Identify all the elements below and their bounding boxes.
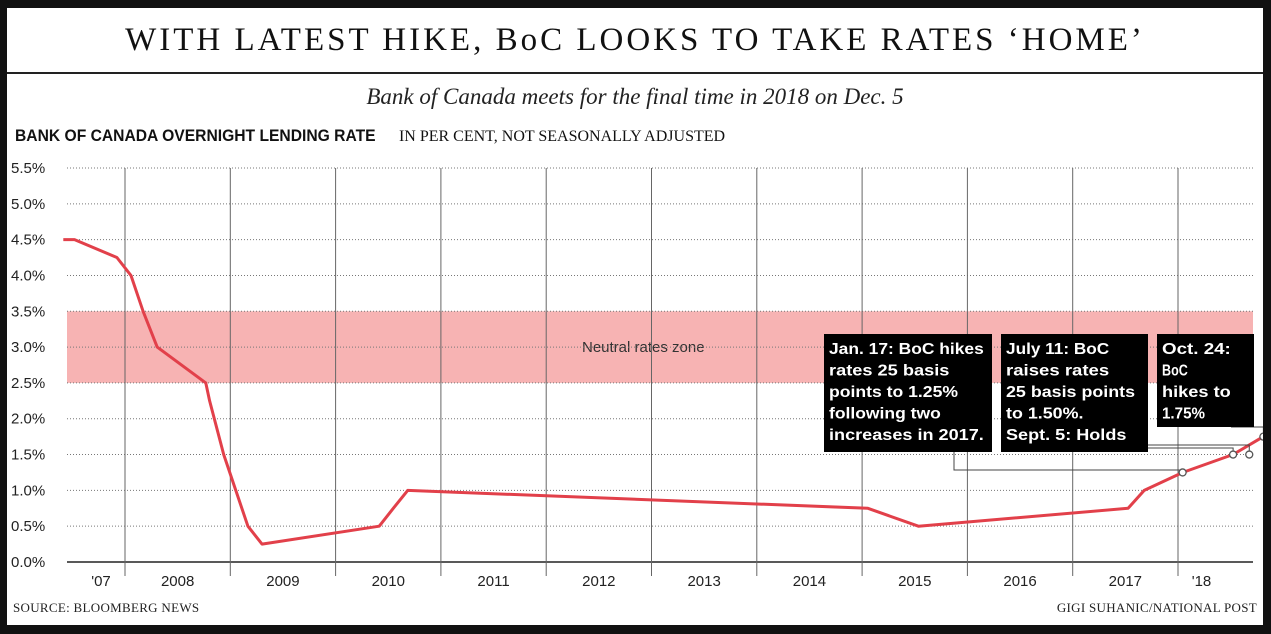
x-tick-label: 2009 bbox=[266, 573, 299, 590]
y-tick-label: 3.0% bbox=[11, 339, 45, 356]
annotation-line: increases in 2017. bbox=[829, 427, 984, 444]
y-axis: 0.0% 0.5% 1.0% 1.5% 2.0% 2.5% 3.0% 3.5% 4.0% 4.5%… bbox=[11, 160, 45, 571]
annotation-line: rates 25 basis bbox=[829, 363, 950, 380]
annotation-line: July 11: BoC bbox=[1006, 341, 1110, 358]
rate-marker bbox=[1178, 468, 1187, 477]
x-tick-label: '18 bbox=[1192, 573, 1212, 590]
series-heading: BANK OF CANADA OVERNIGHT LENDING RATE bbox=[15, 126, 376, 145]
annotation-line: 1.75% bbox=[1162, 406, 1205, 423]
credit-note: GIGI SUHANIC/NATIONAL POST bbox=[1056, 600, 1257, 615]
line-chart: Neutral rates zone 0.0%0.5%1.0%1.5%2.0%2… bbox=[11, 160, 1263, 590]
annotation-line: Sept. 5: Holds bbox=[1006, 427, 1127, 444]
x-tick-label: 2017 bbox=[1109, 573, 1142, 590]
annotation-line: raises rates bbox=[1006, 363, 1109, 380]
x-tick-label: 2013 bbox=[687, 573, 720, 590]
y-tick-label: 5.5% bbox=[11, 160, 45, 177]
x-axis: '07 2008 2009 2010 2011 2012 2013 2014 2015 2016 2… bbox=[91, 573, 1211, 590]
x-tick-label: '07 bbox=[91, 573, 111, 590]
annotation-line: 25 basis points bbox=[1006, 384, 1135, 401]
y-tick-label: 0.5% bbox=[11, 518, 45, 535]
y-tick-label: 1.5% bbox=[11, 447, 45, 464]
source-note: SOURCE: BLOOMBERG NEWS bbox=[13, 600, 200, 615]
leader-jul11 bbox=[1148, 447, 1234, 451]
annotation-line: points to 1.25% bbox=[829, 384, 958, 401]
annotation-box bbox=[1001, 334, 1148, 452]
chart-frame: WITH LATEST HIKE, BoC LOOKS TO TAKE RATE… bbox=[7, 8, 1263, 625]
chart-title: WITH LATEST HIKE, BoC LOOKS TO TAKE RATE… bbox=[125, 22, 1145, 58]
annotation-box bbox=[824, 334, 992, 452]
y-tick-label: 4.0% bbox=[11, 267, 45, 284]
y-tick-label: 3.5% bbox=[11, 303, 45, 320]
marker-layer bbox=[1178, 432, 1263, 477]
rate-line bbox=[63, 238, 1263, 546]
chart-heading: BANK OF CANADA OVERNIGHT LENDING RATE IN… bbox=[15, 126, 725, 146]
series-layer bbox=[63, 238, 1263, 546]
y-tick-label: 4.5% bbox=[11, 232, 45, 249]
rate-marker bbox=[1228, 450, 1238, 459]
x-tick-label: 2015 bbox=[898, 573, 931, 590]
annotation-line: hikes to bbox=[1162, 384, 1231, 401]
y-tick-label: 2.0% bbox=[11, 411, 45, 428]
annotation-layer: Jan. 17: BoC hikes rates 25 basis points t… bbox=[824, 334, 1254, 452]
annotation-line: BoC bbox=[1162, 363, 1188, 380]
title-divider bbox=[7, 72, 1263, 74]
annotation-line: Jan. 17: BoC hikes bbox=[829, 341, 984, 358]
x-tick-label: 2016 bbox=[1003, 573, 1036, 590]
x-tick-label: 2012 bbox=[582, 573, 615, 590]
annotation-line: to 1.50%. bbox=[1006, 406, 1083, 423]
y-tick-label: 2.5% bbox=[11, 375, 45, 392]
leader-oct24 bbox=[1231, 426, 1263, 433]
y-tick-label: 1.0% bbox=[11, 482, 45, 499]
y-tick-label: 0.0% bbox=[11, 554, 45, 571]
chart-subtitle: Bank of Canada meets for the final time … bbox=[366, 84, 904, 109]
x-tick-label: 2011 bbox=[477, 573, 509, 590]
rate-marker bbox=[1245, 450, 1254, 459]
leader-sept5 bbox=[1148, 444, 1250, 451]
annotation-line: Oct. 24: bbox=[1162, 341, 1231, 358]
annotation-box bbox=[1157, 334, 1254, 427]
y-tick-label: 5.0% bbox=[11, 196, 45, 213]
x-tick-label: 2014 bbox=[793, 573, 826, 590]
annotation-line: following two bbox=[829, 406, 941, 423]
x-tick-label: 2010 bbox=[372, 573, 405, 590]
x-tick-label: 2008 bbox=[161, 573, 194, 590]
rate-marker bbox=[1259, 432, 1263, 441]
unit-label: IN PER CENT, NOT SEASONALLY ADJUSTED bbox=[398, 128, 726, 145]
